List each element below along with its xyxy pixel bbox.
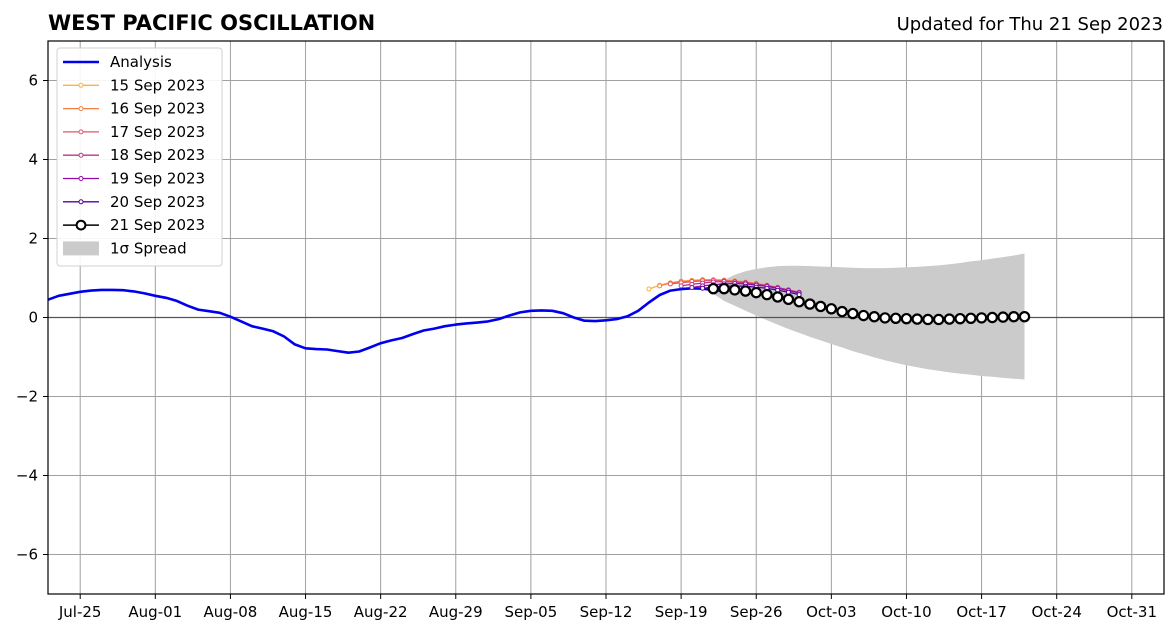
forecast-point — [997, 311, 1009, 323]
x-tick-label: Aug-08 — [204, 603, 258, 621]
plot-area: Jul-25 Aug-01 Aug-08 Aug-15 Aug-22 Aug-29 Sep-… — [16, 40, 1165, 621]
forecast-point — [707, 282, 720, 295]
forecast-point — [646, 286, 652, 292]
y-tick-label: 4 — [28, 151, 38, 169]
updated-label: Updated for Thu 21 Sep 2023 — [897, 14, 1163, 35]
forecast-point — [825, 303, 838, 315]
forecast-point — [922, 313, 934, 326]
forecast-point — [785, 289, 791, 295]
legend-label: 17 Sep 2023 — [110, 123, 205, 141]
x-tick-label: Oct-17 — [956, 603, 1006, 621]
forecast-point — [986, 311, 999, 324]
legend-handle-marker — [78, 82, 84, 88]
forecast-point — [761, 288, 773, 301]
x-tick-label: Sep-05 — [504, 603, 557, 621]
forecast-point — [729, 284, 741, 296]
legend-label: 16 Sep 2023 — [110, 100, 205, 118]
x-tick-label: Oct-10 — [881, 603, 931, 621]
forecast-point — [890, 312, 902, 324]
legend-label: Analysis — [110, 53, 172, 71]
forecast-point — [657, 283, 663, 289]
y-tick-label: −4 — [16, 467, 38, 485]
legend-label: 18 Sep 2023 — [110, 146, 205, 164]
x-tick-label: Aug-29 — [429, 603, 483, 621]
forecast-point — [739, 285, 752, 297]
y-tick-label: 0 — [28, 309, 38, 327]
forecast-point — [814, 300, 827, 313]
forecast-point — [911, 313, 923, 325]
legend-handle-marker — [78, 152, 84, 158]
forecast-point — [771, 291, 784, 303]
forecast-point — [678, 283, 684, 289]
forecast-point — [900, 312, 913, 325]
legend-box — [56, 47, 223, 267]
forecast-point — [879, 312, 891, 324]
x-tick-label: Aug-01 — [128, 603, 182, 621]
forecast-point — [793, 296, 805, 308]
forecast-point — [782, 293, 795, 306]
legend: Analysis 15 Sep 2023 16 Sep 2023 17 Sep 202… — [56, 47, 223, 267]
y-tick-label: 6 — [28, 72, 38, 90]
forecast-point — [718, 282, 730, 295]
x-tick-label: Jul-25 — [58, 603, 102, 621]
forecast-point — [1018, 311, 1031, 323]
forecast-point — [1008, 311, 1020, 323]
forecast-point — [954, 312, 966, 325]
x-tick-label: Aug-15 — [279, 603, 333, 621]
legend-label: 15 Sep 2023 — [110, 76, 205, 94]
legend-label: 19 Sep 2023 — [110, 170, 205, 188]
legend-label: 20 Sep 2023 — [110, 193, 205, 211]
forecast-point — [932, 313, 945, 326]
forecast-point — [689, 284, 695, 290]
forecast-point — [943, 313, 956, 325]
forecast-point — [700, 285, 706, 291]
forecast-point — [857, 309, 870, 322]
legend-label: 1σ Spread — [110, 239, 187, 257]
analysis-line — [48, 286, 725, 355]
x-tick-label: Sep-26 — [730, 603, 783, 621]
forecast-point — [804, 298, 816, 310]
series-group — [48, 253, 1164, 380]
forecast-point — [965, 312, 977, 324]
y-tick-label: −2 — [16, 388, 38, 406]
x-tick-label: Oct-03 — [806, 603, 856, 621]
legend-handle-marker — [75, 219, 87, 231]
forecast-point — [847, 307, 859, 320]
y-tick-label: 2 — [28, 230, 38, 248]
legend-handle-marker — [78, 129, 84, 135]
x-tick-label: Sep-19 — [655, 603, 708, 621]
forecast-point — [975, 312, 988, 324]
x-tick-label: Oct-24 — [1031, 603, 1081, 621]
legend-handle-marker — [78, 106, 84, 112]
x-tick-label: Aug-22 — [354, 603, 408, 621]
forecast-point — [750, 286, 762, 299]
forecast-point — [667, 281, 673, 287]
forecast-point — [868, 311, 880, 323]
forecast-point — [836, 305, 848, 318]
forecast-point — [796, 292, 802, 298]
legend-handle-marker — [78, 199, 84, 205]
x-tick-label: Sep-12 — [580, 603, 633, 621]
legend-handle-marker — [78, 176, 84, 181]
y-tick-label: −6 — [16, 546, 38, 564]
chart-title: WEST PACIFIC OSCILLATION — [48, 11, 375, 35]
x-tick-label: Oct-31 — [1107, 603, 1157, 621]
legend-handle-spread — [63, 241, 99, 256]
legend-label: 21 Sep 2023 — [110, 216, 205, 234]
